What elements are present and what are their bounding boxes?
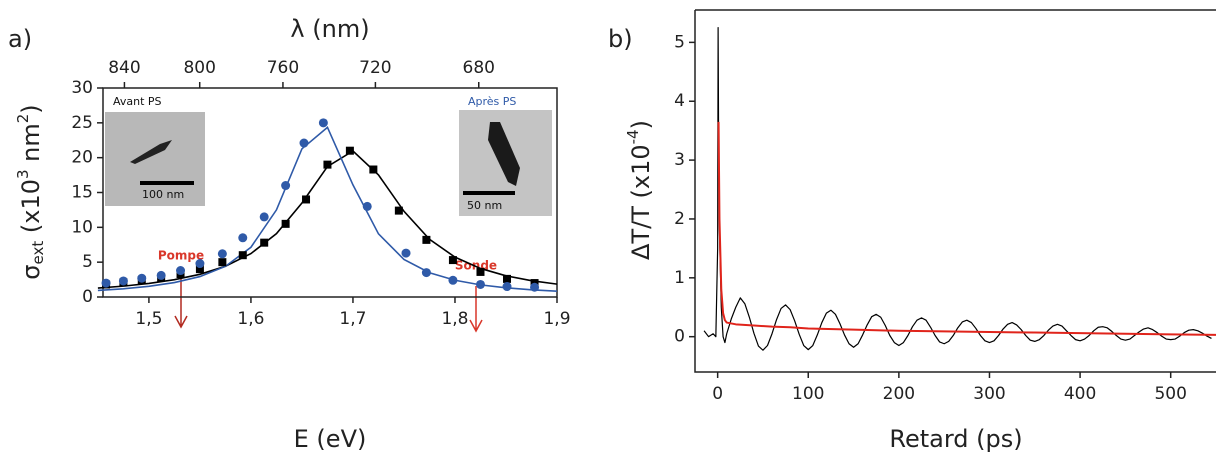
y-tick-label: 5 [82, 252, 93, 272]
marker [318, 118, 328, 128]
y-label-part: ) [17, 104, 45, 113]
marker [118, 276, 128, 286]
x2-axis-label: λ (nm) [290, 15, 369, 43]
marker [176, 266, 186, 276]
inset-before: Avant PS 100 nm [105, 95, 205, 206]
marker [302, 195, 311, 204]
arrow [469, 286, 483, 333]
y-axis-label: σext (x103 nm2) [14, 104, 47, 279]
annotation: Pompe [158, 249, 204, 263]
marker [195, 259, 205, 269]
inset-title: Après PS [468, 95, 516, 108]
marker [260, 238, 269, 247]
scale-label: 100 nm [142, 188, 184, 201]
x2-tick-label: 800 [183, 58, 215, 78]
x-tick-label: 1,6 [237, 309, 264, 329]
y-tick-label: 30 [71, 78, 93, 98]
y-label-part: ΔT/T (x10 [627, 144, 655, 260]
marker [476, 267, 485, 276]
scale-label: 50 nm [467, 199, 502, 212]
y-tick-label: 2 [674, 209, 685, 229]
data-line [703, 27, 1212, 351]
marker [475, 279, 485, 289]
x-tick-label: 1,7 [339, 309, 366, 329]
x-tick-label: 300 [973, 384, 1005, 404]
inset-image [105, 112, 205, 206]
x2-tick-label: 720 [359, 58, 391, 78]
marker [323, 160, 332, 169]
marker [401, 248, 411, 258]
marker [502, 282, 512, 292]
marker [362, 201, 372, 211]
marker [259, 212, 269, 222]
y-label-part: nm [17, 123, 45, 169]
x-tick-label: 200 [883, 384, 915, 404]
marker [218, 258, 227, 267]
marker [281, 181, 291, 191]
inset-after: Après PS 50 nm [459, 95, 552, 216]
y-tick-label: 4 [674, 91, 685, 111]
y-label-part: σ [17, 264, 45, 279]
x-tick-label: 1,9 [543, 309, 570, 329]
marker [530, 282, 540, 292]
inset-title: Avant PS [113, 95, 162, 108]
panel-label: b) [608, 25, 633, 53]
y-label-part: -4 [624, 129, 642, 144]
x2-tick-label: 760 [267, 58, 299, 78]
arrow [174, 276, 188, 329]
marker [137, 273, 147, 283]
marker [217, 249, 227, 259]
x-tick-label: 400 [1064, 384, 1096, 404]
scale-bar [463, 191, 515, 195]
x-axis-label: Retard (ps) [889, 425, 1022, 453]
particle [130, 140, 172, 164]
data-line [717, 121, 1217, 336]
y-tick-label: 20 [71, 148, 93, 168]
x-axis-label: E (eV) [294, 425, 367, 453]
x-tick-label: 1,8 [441, 309, 468, 329]
marker [345, 146, 354, 155]
marker [503, 274, 512, 283]
marker [394, 206, 403, 215]
marker [101, 278, 111, 288]
y-tick-label: 15 [71, 183, 93, 203]
y-label-part: ext [29, 241, 47, 265]
marker [448, 275, 458, 285]
axis-frame [694, 9, 1216, 373]
marker [238, 233, 248, 243]
panel-label: a) [8, 25, 32, 53]
y-tick-label: 0 [82, 287, 93, 307]
x2-tick-label: 840 [108, 58, 140, 78]
y-tick-label: 1 [674, 268, 685, 288]
y-tick-label: 5 [674, 32, 685, 52]
marker [421, 268, 431, 278]
y-tick-label: 10 [71, 217, 93, 237]
x-tick-label: 0 [712, 384, 723, 404]
marker [369, 165, 378, 174]
particle [488, 122, 520, 186]
x-tick-label: 500 [1154, 384, 1186, 404]
y-label-part: 2 [14, 114, 32, 124]
marker [238, 251, 247, 260]
marker [281, 219, 290, 228]
x2-tick-label: 680 [463, 58, 495, 78]
y-label-part: 3 [14, 169, 32, 179]
marker [195, 265, 204, 274]
marker [156, 270, 166, 280]
y-label-part: (x10 [17, 179, 45, 241]
y-tick-label: 25 [71, 113, 93, 133]
x-tick-label: 1,5 [135, 309, 162, 329]
x-tick-label: 100 [792, 384, 824, 404]
y-tick-label: 3 [674, 150, 685, 170]
marker [422, 235, 431, 244]
y-tick-label: 0 [674, 327, 685, 347]
y-axis-label: ΔT/T (x10-4) [624, 120, 656, 260]
scale-bar [140, 181, 194, 185]
y-label-part: ) [627, 120, 655, 129]
marker [448, 256, 457, 265]
marker [299, 138, 309, 148]
